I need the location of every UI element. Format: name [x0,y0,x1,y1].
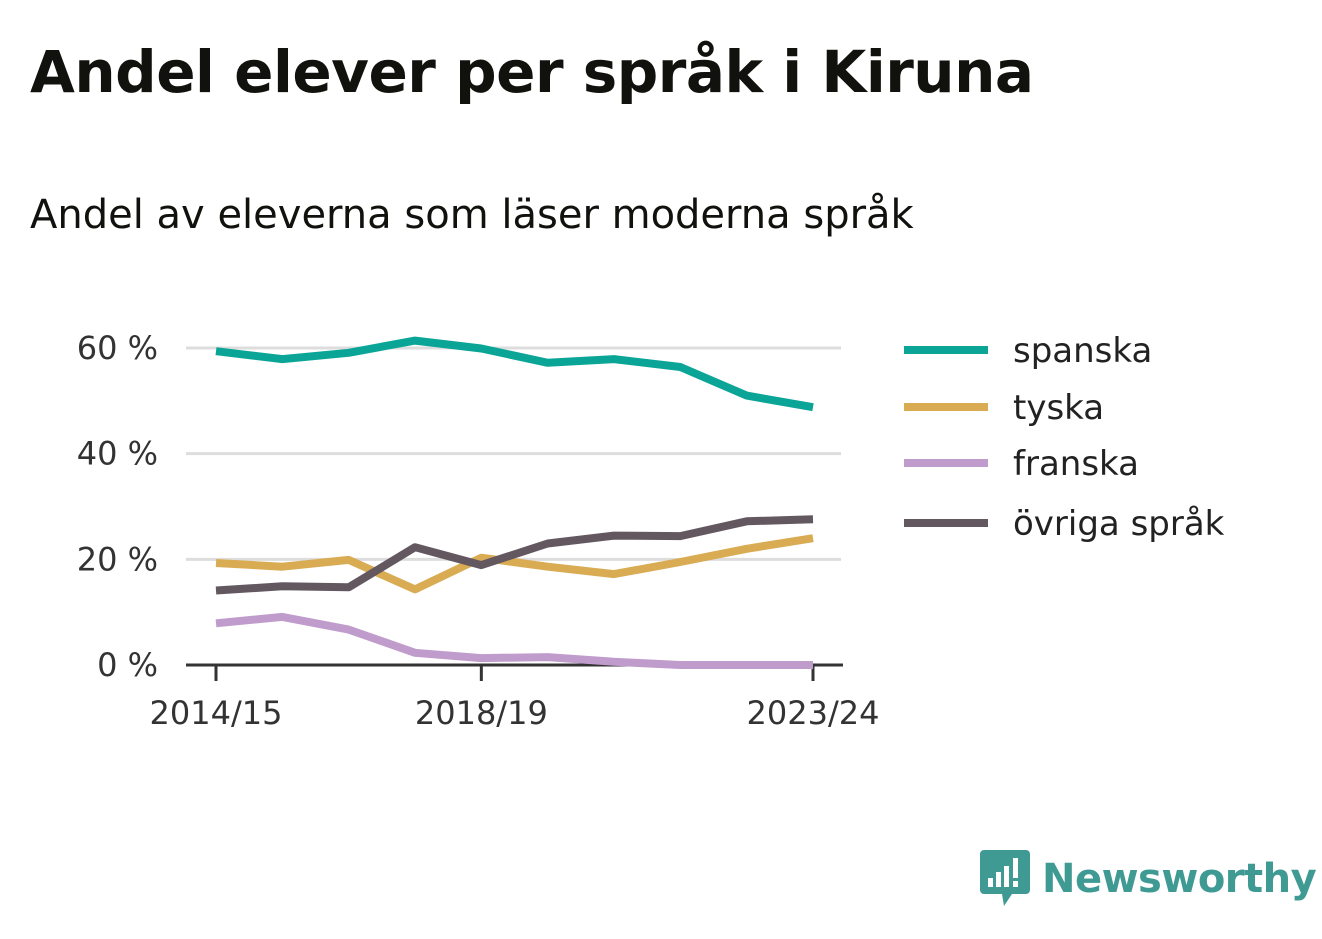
y-tick-label: 60 % [77,329,158,367]
x-tick-label: 2014/15 [150,694,283,732]
chart-subtitle: Andel av eleverna som läser moderna språ… [30,192,914,238]
x-tick-label: 2018/19 [415,694,548,732]
legend-label: franska [1013,444,1139,484]
brand-name: Newsworthy [1042,856,1317,902]
x-tick-label: 2023/24 [747,694,880,732]
axes: 0 % 20 % 40 % 60 % 2014/15 2018/19 2023/24 [77,329,880,732]
legend: spanska tyska franska övriga språk [904,331,1225,544]
y-tick-label: 20 % [77,540,158,578]
series-line-1 [215,336,814,412]
series-line-4 [215,515,814,595]
legend-label: övriga språk [1013,504,1225,544]
y-tick-label: 40 % [77,435,158,473]
y-tick-label: 0 % [97,646,158,684]
series-line-3 [215,612,813,669]
legend-label: tyska [1013,388,1104,428]
newsworthy-brand: Newsworthy [980,848,1317,910]
newsworthy-logo-icon [980,850,1030,906]
grid-lines [186,346,841,561]
legend-label: spanska [1013,331,1152,371]
series-lines [215,336,814,669]
series-line-2 [215,534,814,594]
chart-title: Andel elever per språk i Kiruna [30,38,1034,106]
